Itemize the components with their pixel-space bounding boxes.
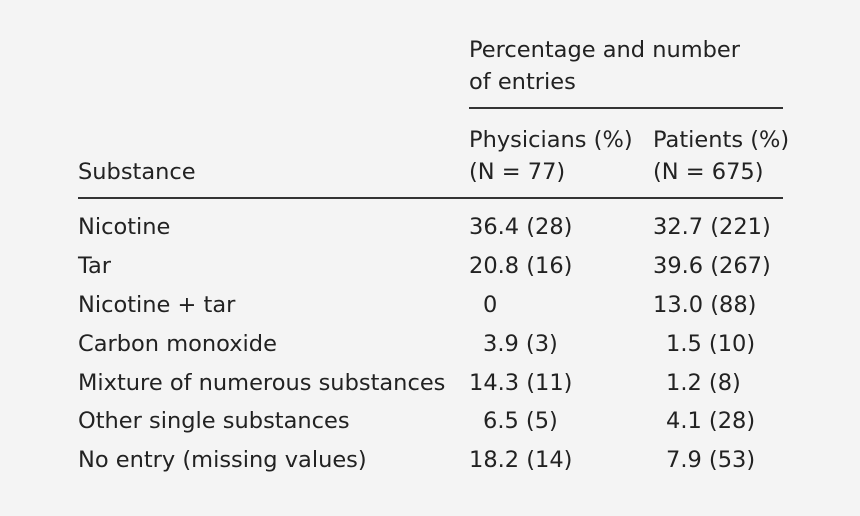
cell-substance: Tar (78, 253, 112, 279)
group-rule (469, 107, 783, 109)
col-patients-line2: (N = 675) (653, 159, 764, 185)
header-rule (78, 197, 783, 199)
cell-patients: 1.5 (10) (666, 331, 756, 357)
cell-patients: 7.9 (53) (666, 447, 756, 473)
col-physicians-line2: (N = 77) (469, 159, 566, 185)
cell-patients: 32.7 (221) (653, 214, 771, 240)
cell-substance: Carbon monoxide (78, 331, 277, 357)
group-title-line2: of entries (469, 69, 576, 95)
col-patients-line1: Patients (%) (653, 127, 790, 153)
cell-physicians: 14.3 (11) (469, 370, 573, 396)
cell-substance: No entry (missing values) (78, 447, 367, 473)
cell-physicians: 6.5 (5) (483, 408, 558, 434)
col-substance: Substance (78, 159, 196, 185)
cell-patients: 1.2 (8) (666, 370, 741, 396)
cell-physicians: 3.9 (3) (483, 331, 558, 357)
group-title-line1: Percentage and number (469, 37, 741, 63)
cell-physicians: 0 (483, 292, 498, 318)
cell-substance: Nicotine (78, 214, 171, 240)
cell-substance: Mixture of numerous substances (78, 370, 446, 396)
cell-patients: 13.0 (88) (653, 292, 757, 318)
col-physicians-line1: Physicians (%) (469, 127, 633, 153)
cell-physicians: 36.4 (28) (469, 214, 573, 240)
cell-physicians: 18.2 (14) (469, 447, 573, 473)
cell-physicians: 20.8 (16) (469, 253, 573, 279)
cell-patients: 4.1 (28) (666, 408, 756, 434)
cell-substance: Other single substances (78, 408, 350, 434)
cell-patients: 39.6 (267) (653, 253, 771, 279)
cell-substance: Nicotine + tar (78, 292, 236, 318)
